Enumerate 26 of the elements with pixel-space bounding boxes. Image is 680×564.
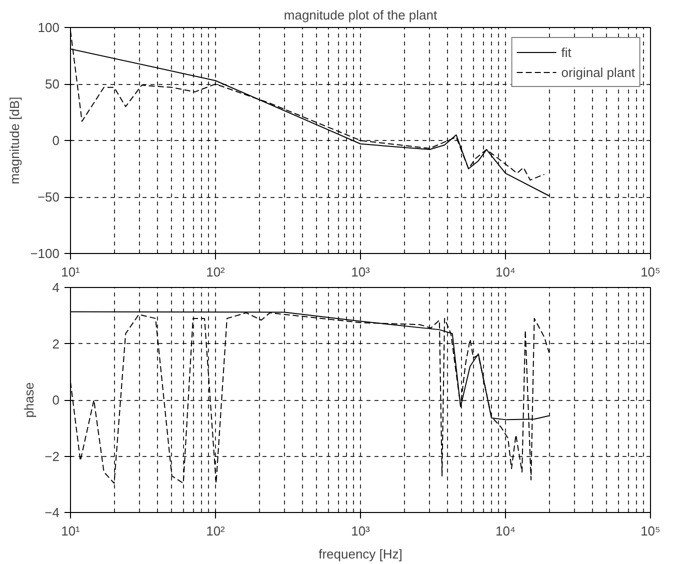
x-tick-label: 10⁴ [495,264,516,280]
y-tick-label: −2 [44,448,60,464]
chart-title: magnitude plot of the plant [284,8,438,22]
y-axis-title: phase [22,382,37,418]
x-tick-label: 10² [206,264,226,280]
y-tick-label: 4 [52,280,60,295]
x-tick-label: 10⁴ [495,524,516,538]
x-axis-title: frequency [Hz] [318,546,402,562]
y-tick-label: 100 [38,20,60,35]
y-tick-label: 0 [52,392,60,408]
legend-label: original plant [561,64,635,80]
x-tick-label: 10³ [351,524,371,538]
x-tick-label: 10⁵ [640,264,660,280]
y-tick-label: −50 [37,190,60,204]
y-axis-title: magnitude [dB] [7,96,22,184]
y-tick-label: −100 [30,246,60,261]
y-tick-label: 0 [52,133,60,148]
y-tick-label: 50 [45,76,60,92]
x-tick-label: 10¹ [61,524,81,538]
y-tick-label: −4 [44,505,60,520]
legend-label: fit [561,44,572,60]
x-tick-label: 10² [206,524,226,538]
x-tick-label: 10⁵ [640,524,660,538]
y-tick-label: 2 [52,336,60,352]
x-tick-label: 10³ [351,264,371,280]
x-tick-label: 10¹ [61,264,81,280]
